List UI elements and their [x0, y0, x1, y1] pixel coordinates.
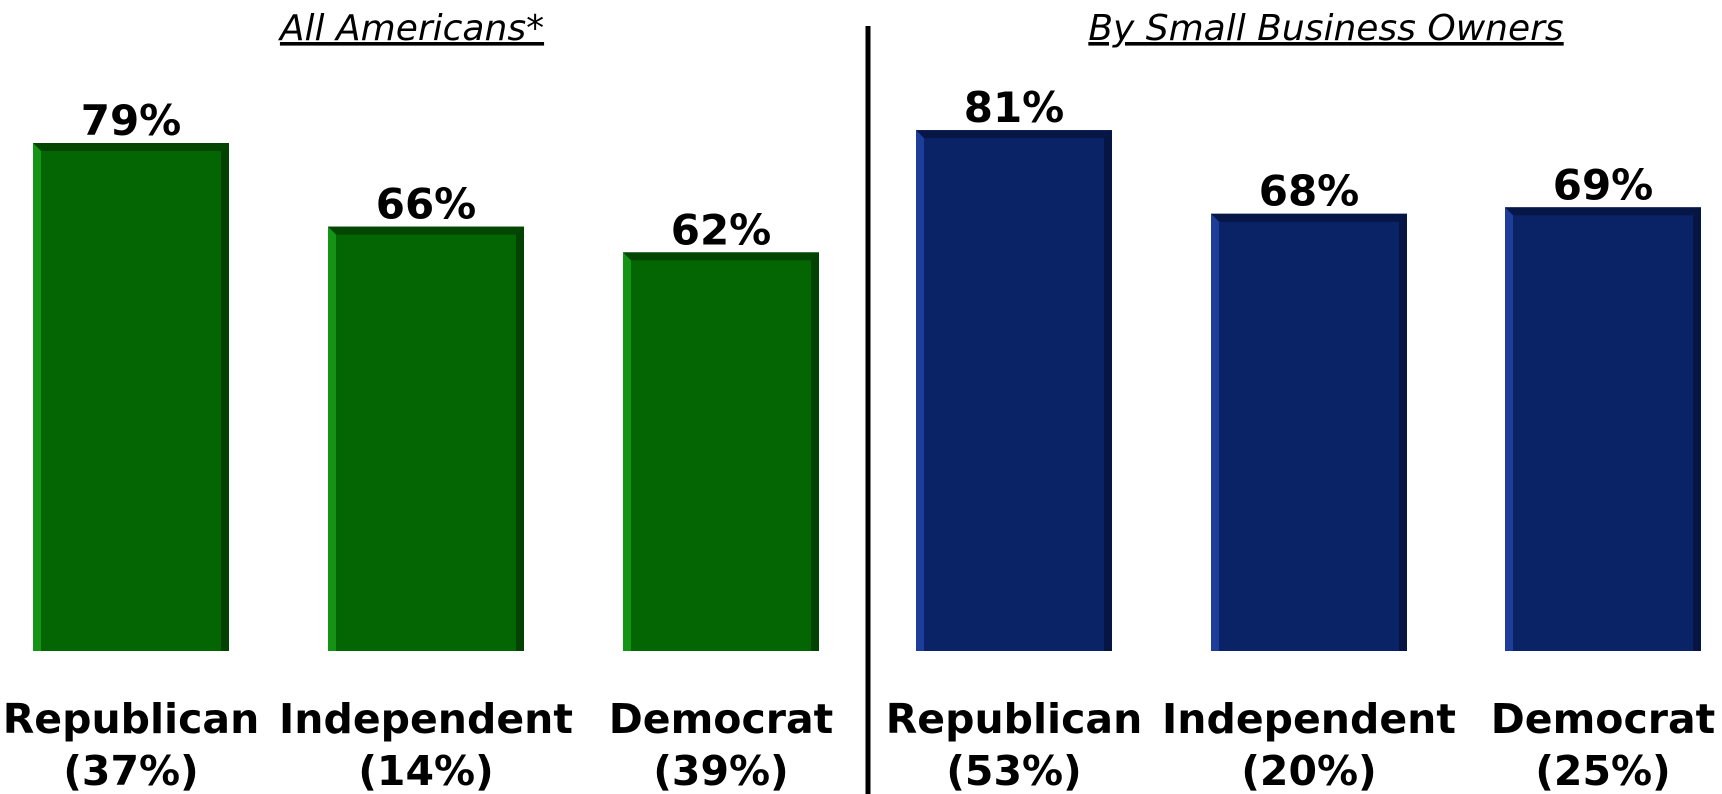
bar-bevel-top — [623, 252, 819, 261]
category-sublabel-all-americans-republican: (37%) — [63, 747, 199, 794]
category-sublabel-small-business-owners-democrat: (25%) — [1535, 747, 1671, 794]
bar-all-americans-independent — [328, 226, 524, 651]
bar-body — [1505, 207, 1701, 651]
bar-bevel-top — [1505, 207, 1701, 216]
bar-bevel-right — [221, 143, 229, 651]
bar-body — [916, 130, 1112, 652]
bar-bevel-left — [33, 143, 41, 651]
bar-bevel-right — [1693, 207, 1701, 651]
value-label-all-americans-democrat: 62% — [671, 205, 772, 254]
bar-all-americans-democrat — [623, 252, 819, 651]
category-sublabel-small-business-owners-republican: (53%) — [946, 747, 1082, 794]
bar-bevel-top — [1211, 213, 1407, 222]
value-label-small-business-owners-democrat: 69% — [1553, 160, 1654, 209]
bar-body — [328, 226, 524, 651]
bar-bevel-right — [811, 252, 819, 651]
value-label-all-americans-independent: 66% — [376, 180, 477, 229]
value-label-all-americans-republican: 79% — [81, 96, 182, 145]
bar-bevel-right — [1104, 130, 1112, 652]
bar-body — [623, 252, 819, 651]
category-sublabel-all-americans-independent: (14%) — [358, 747, 494, 794]
category-label-all-americans-independent: Independent — [279, 695, 573, 743]
category-label-small-business-owners-democrat: Democrat — [1491, 695, 1716, 743]
bar-bevel-left — [1211, 213, 1219, 651]
bar-small-business-owners-independent — [1211, 213, 1407, 651]
bar-bevel-left — [1505, 207, 1513, 651]
category-label-small-business-owners-republican: Republican — [886, 695, 1143, 743]
chart-title-all-americans: All Americans* — [278, 8, 544, 49]
bar-bevel-left — [916, 130, 924, 652]
bar-bevel-top — [33, 143, 229, 151]
category-label-small-business-owners-independent: Independent — [1162, 695, 1456, 743]
category-sublabel-all-americans-democrat: (39%) — [653, 747, 789, 794]
bar-all-americans-republican — [33, 143, 229, 651]
category-label-all-americans-republican: Republican — [3, 695, 260, 743]
bar-body — [1211, 213, 1407, 651]
chart-title-small-business-owners: By Small Business Owners — [1088, 8, 1563, 49]
bar-bevel-left — [623, 252, 631, 651]
bar-small-business-owners-republican — [916, 130, 1112, 652]
category-sublabel-small-business-owners-independent: (20%) — [1241, 747, 1377, 794]
category-label-all-americans-democrat: Democrat — [609, 695, 834, 743]
bar-body — [33, 143, 229, 651]
bar-bevel-right — [516, 226, 524, 651]
value-label-small-business-owners-independent: 68% — [1259, 167, 1360, 216]
bar-small-business-owners-democrat — [1505, 207, 1701, 651]
bar-bevel-top — [328, 226, 524, 235]
bars-layer: 79%Republican(37%)66%Independent(14%)62%… — [3, 83, 1716, 794]
bar-bevel-top — [916, 130, 1112, 139]
value-label-small-business-owners-republican: 81% — [964, 83, 1065, 132]
bar-bevel-left — [328, 226, 336, 651]
bar-bevel-right — [1399, 213, 1407, 651]
